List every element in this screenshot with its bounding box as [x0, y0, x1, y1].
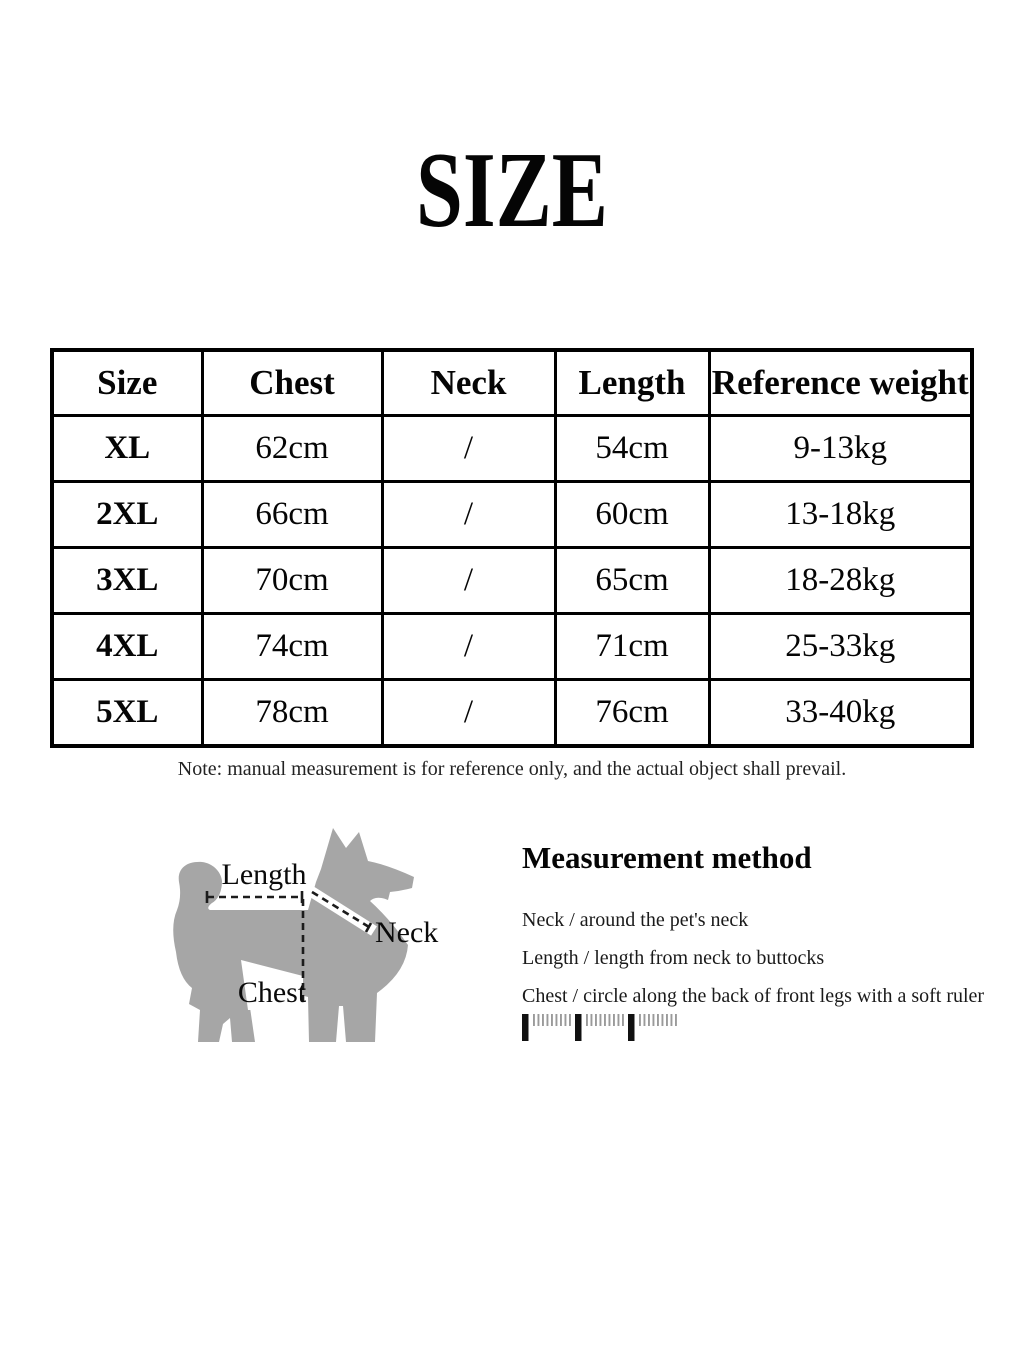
method-line-length: Length / length from neck to buttocks — [522, 947, 825, 969]
cell-size: 3XL — [50, 546, 204, 615]
length-label: Length — [222, 858, 307, 891]
cell-chest: 70cm — [200, 546, 384, 615]
page-title: SIZE — [415, 131, 609, 250]
cell-weight: 25-33kg — [707, 612, 974, 681]
cell-neck: / — [380, 414, 557, 483]
cell-size: XL — [50, 414, 204, 483]
table-row: 3XL 70cm / 65cm 18-28kg — [50, 546, 974, 615]
cell-weight: 18-28kg — [707, 546, 974, 615]
table-row: 5XL 78cm / 76cm 33-40kg — [50, 678, 974, 748]
neck-label: Neck — [375, 916, 438, 949]
measurement-method-heading: Measurement method — [522, 840, 812, 875]
cell-weight: 33-40kg — [707, 678, 974, 748]
cell-size: 4XL — [50, 612, 204, 681]
table-header-row: Size Chest Neck Length Reference weight — [50, 348, 974, 417]
dog-measurement-diagram: Length Neck Chest — [173, 828, 438, 1042]
dog-silhouette — [173, 828, 414, 1042]
ruler-segment — [628, 1014, 677, 1041]
cell-neck: / — [380, 480, 557, 549]
cell-chest: 62cm — [200, 414, 384, 483]
chest-label: Chest — [238, 976, 307, 1009]
column-header-neck: Neck — [380, 348, 557, 417]
note-text: Note: manual measurement is for referenc… — [177, 758, 847, 780]
table-row: XL 62cm / 54cm 9-13kg — [50, 414, 974, 483]
ruler-scale-icon — [522, 1014, 677, 1041]
size-table: Size Chest Neck Length Reference weight … — [50, 348, 974, 748]
cell-chest: 74cm — [200, 612, 384, 681]
method-line-neck: Neck / around the pet's neck — [522, 909, 749, 931]
cell-length: 76cm — [553, 678, 711, 748]
column-header-weight: Reference weight — [707, 348, 974, 417]
cell-chest: 66cm — [200, 480, 384, 549]
column-header-length: Length — [553, 348, 711, 417]
chest-white-cutout — [241, 960, 303, 1010]
measurement-method-list: Neck / around the pet's neck Length / le… — [522, 910, 984, 1024]
table-row: 2XL 66cm / 60cm 13-18kg — [50, 480, 974, 549]
cell-length: 60cm — [553, 480, 711, 549]
cell-size: 2XL — [50, 480, 204, 549]
cell-size: 5XL — [50, 678, 204, 748]
table-row: 4XL 74cm / 71cm 25-33kg — [50, 612, 974, 681]
cell-chest: 78cm — [200, 678, 384, 748]
ruler-segment — [522, 1014, 571, 1041]
cell-neck: / — [380, 678, 557, 748]
ruler-segment — [575, 1014, 624, 1041]
cell-length: 71cm — [553, 612, 711, 681]
cell-weight: 9-13kg — [707, 414, 974, 483]
cell-neck: / — [380, 612, 557, 681]
column-header-size: Size — [50, 348, 204, 417]
cell-neck: / — [380, 546, 557, 615]
column-header-chest: Chest — [200, 348, 384, 417]
neck-line-end-tick — [364, 922, 373, 933]
size-table-container: Size Chest Neck Length Reference weight … — [50, 348, 974, 748]
cell-weight: 13-18kg — [707, 480, 974, 549]
cell-length: 65cm — [553, 546, 711, 615]
cell-length: 54cm — [553, 414, 711, 483]
method-line-chest: Chest / circle along the back of front l… — [522, 985, 985, 1007]
